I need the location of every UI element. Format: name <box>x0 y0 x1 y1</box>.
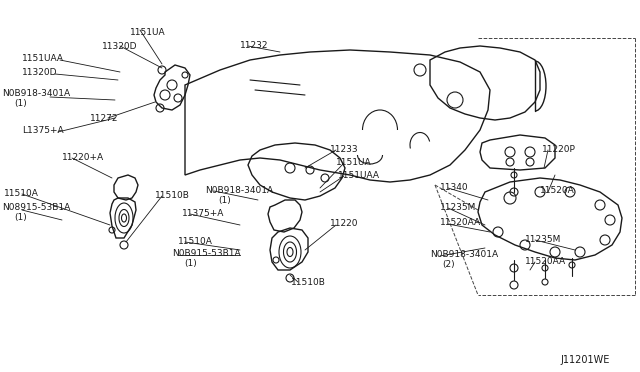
Text: (2): (2) <box>442 260 454 269</box>
Text: 11272: 11272 <box>90 114 118 123</box>
Text: 11233: 11233 <box>330 145 358 154</box>
Text: (1): (1) <box>14 99 27 108</box>
Text: (1): (1) <box>218 196 231 205</box>
Text: 11320D: 11320D <box>102 42 138 51</box>
Text: 11520A: 11520A <box>540 186 575 195</box>
Text: 1151UA: 1151UA <box>336 158 372 167</box>
Text: N0B918-3401A: N0B918-3401A <box>205 186 273 195</box>
Text: 11220+A: 11220+A <box>62 153 104 162</box>
Text: (1): (1) <box>14 213 27 222</box>
Text: 11320D: 11320D <box>22 68 58 77</box>
Text: N0B918-3401A: N0B918-3401A <box>430 250 498 259</box>
Text: 11232: 11232 <box>240 41 269 50</box>
Text: 11235M: 11235M <box>440 203 476 212</box>
Text: 11520AA: 11520AA <box>440 218 481 227</box>
Text: 11340: 11340 <box>440 183 468 192</box>
Text: 11510B: 11510B <box>291 278 326 287</box>
Text: 11520AA: 11520AA <box>525 257 566 266</box>
Text: N0B918-3401A: N0B918-3401A <box>2 89 70 98</box>
Text: 11220: 11220 <box>330 219 358 228</box>
Text: 11510B: 11510B <box>155 191 190 200</box>
Text: N08915-53B1A: N08915-53B1A <box>2 203 70 212</box>
Text: 11510A: 11510A <box>178 237 213 246</box>
Text: 1151UAA: 1151UAA <box>338 171 380 180</box>
Text: (1): (1) <box>184 259 196 268</box>
Text: 11235M: 11235M <box>525 235 561 244</box>
Text: 11220P: 11220P <box>542 145 576 154</box>
Text: N0B915-53B1A: N0B915-53B1A <box>172 249 241 258</box>
Text: 1151UAA: 1151UAA <box>22 54 64 63</box>
Text: 11510A: 11510A <box>4 189 39 198</box>
Text: L1375+A: L1375+A <box>22 126 63 135</box>
Text: 11375+A: 11375+A <box>182 209 225 218</box>
Text: 1151UA: 1151UA <box>130 28 166 37</box>
Text: J11201WE: J11201WE <box>560 355 609 365</box>
